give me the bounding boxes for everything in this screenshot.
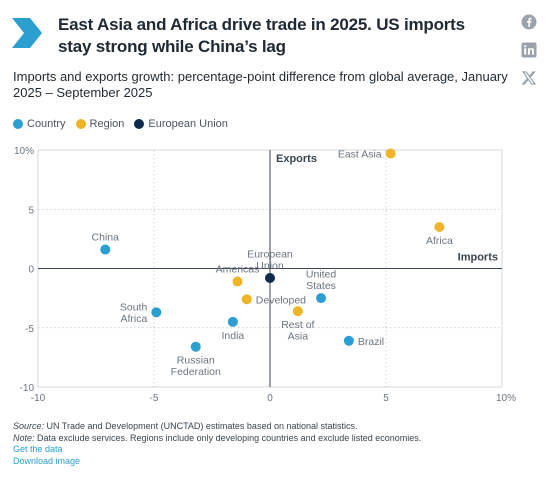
header: East Asia and Africa drive trade in 2025… bbox=[0, 0, 551, 85]
data-point bbox=[265, 272, 275, 283]
data-label: China bbox=[92, 232, 120, 244]
source-line: Source: UN Trade and Development (UNCTAD… bbox=[13, 421, 543, 433]
data-point bbox=[434, 222, 445, 233]
data-label: Africa bbox=[120, 313, 147, 325]
x-axis-title: Imports bbox=[458, 252, 498, 264]
footer: Source: UN Trade and Development (UNCTAD… bbox=[13, 421, 543, 467]
get-data-link[interactable]: Get the data bbox=[13, 444, 63, 454]
data-label: South bbox=[120, 302, 148, 314]
x-tick-label: 0 bbox=[267, 393, 273, 404]
data-label: East Asia bbox=[338, 149, 382, 161]
y-tick-label: -10 bbox=[20, 383, 35, 394]
legend-label-region: Region bbox=[89, 118, 125, 130]
legend-item-region: Region bbox=[75, 118, 125, 130]
y-tick-label: -5 bbox=[25, 324, 34, 335]
data-point bbox=[232, 276, 243, 287]
data-label: India bbox=[221, 330, 244, 342]
data-point bbox=[241, 294, 252, 305]
y-tick-label: 10% bbox=[14, 146, 34, 157]
data-point bbox=[316, 293, 327, 304]
legend-swatch-country bbox=[13, 119, 23, 129]
facebook-icon[interactable] bbox=[521, 14, 537, 30]
data-label: Rest of bbox=[281, 319, 314, 331]
data-label: Africa bbox=[426, 235, 453, 247]
data-label: States bbox=[306, 280, 336, 292]
legend-label-eu: European Union bbox=[148, 118, 228, 130]
y-tick-label: 0 bbox=[28, 265, 34, 276]
legend-swatch-region bbox=[75, 119, 86, 129]
data-point bbox=[292, 306, 303, 317]
social-links bbox=[521, 14, 539, 98]
legend-label-country: Country bbox=[27, 118, 66, 130]
data-label: Brazil bbox=[358, 336, 384, 348]
data-label: Asia bbox=[288, 331, 309, 343]
legend-swatch-eu bbox=[134, 119, 145, 129]
x-tick-label: -5 bbox=[150, 393, 159, 404]
data-point bbox=[190, 341, 201, 352]
source-text: UN Trade and Development (UNCTAD) estima… bbox=[44, 421, 358, 431]
data-point bbox=[343, 335, 354, 346]
legend: Country Region European Union bbox=[13, 118, 228, 130]
legend-item-country: Country bbox=[13, 118, 66, 130]
note-label: Note: bbox=[13, 432, 35, 443]
data-point bbox=[151, 307, 162, 318]
page-title: East Asia and Africa drive trade in 2025… bbox=[58, 15, 465, 56]
data-label: European bbox=[247, 248, 293, 260]
linkedin-icon[interactable] bbox=[521, 42, 537, 58]
data-label: Developed bbox=[256, 294, 306, 306]
data-point bbox=[385, 148, 396, 159]
x-icon[interactable] bbox=[521, 70, 537, 86]
source-label: Source: bbox=[13, 421, 45, 431]
data-label: United bbox=[306, 269, 337, 281]
x-tick-label: 5 bbox=[383, 393, 389, 404]
data-label: Russian bbox=[177, 355, 215, 367]
data-label: Americas bbox=[216, 264, 260, 276]
scatter-chart: -10 -5 0 5 10% 10% 5 0 -5 -10 Exports Imports China S… bbox=[14, 146, 516, 404]
chart-subtitle: Imports and exports growth: percentage-p… bbox=[13, 69, 508, 100]
y-axis-title: Exports bbox=[276, 153, 317, 165]
note-text: Data exclude services. Regions include o… bbox=[34, 432, 422, 443]
y-tick-label: 5 bbox=[28, 205, 34, 216]
data-label: Union bbox=[256, 260, 284, 272]
chevron-icon bbox=[12, 18, 42, 48]
download-image-link[interactable]: Download image bbox=[13, 455, 81, 466]
legend-item-eu: European Union bbox=[134, 118, 228, 130]
data-label: Federation bbox=[171, 366, 221, 378]
x-tick-label: 10% bbox=[496, 393, 516, 404]
x-tick-label: -10 bbox=[31, 393, 46, 404]
note-line: Note: Data exclude services. Regions inc… bbox=[13, 433, 543, 445]
data-point bbox=[227, 316, 238, 327]
data-point bbox=[100, 244, 111, 255]
